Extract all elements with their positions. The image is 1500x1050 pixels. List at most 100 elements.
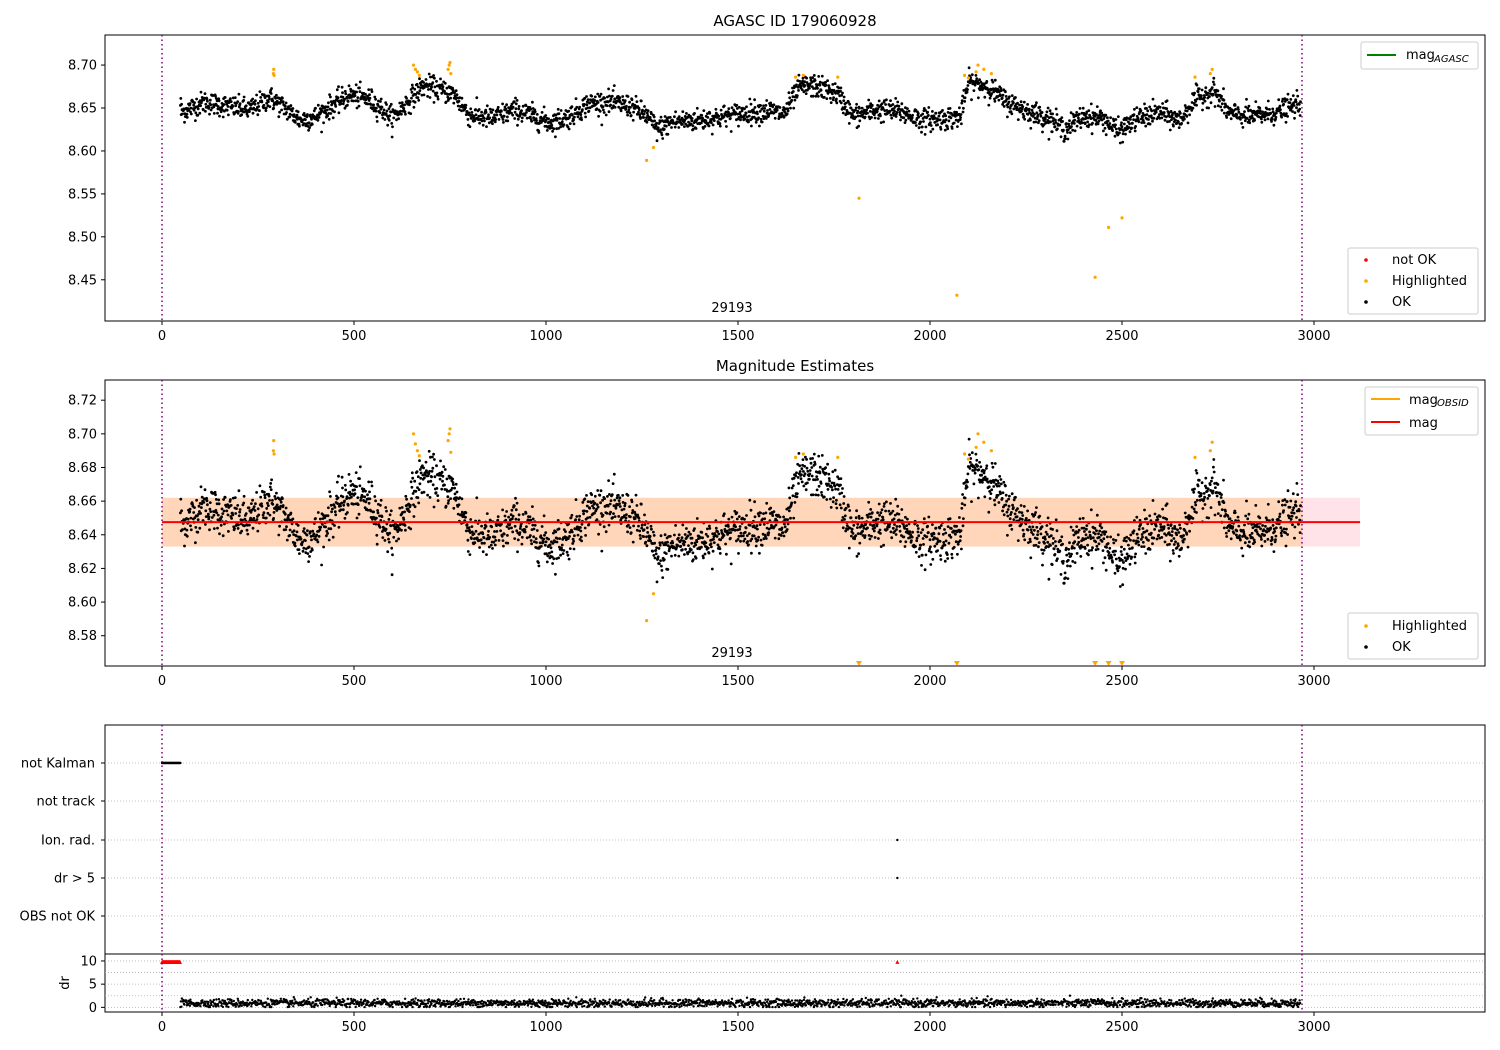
ok-point	[1006, 533, 1009, 537]
ok-point	[196, 518, 200, 522]
ok-point	[814, 94, 818, 98]
ok-point	[390, 122, 394, 125]
ok-point	[662, 558, 666, 561]
ok-point	[464, 515, 467, 519]
ok-point	[890, 536, 894, 540]
ok-point	[629, 531, 633, 535]
ok-point	[752, 534, 756, 538]
ok-point	[272, 511, 276, 514]
ok-point	[318, 517, 322, 521]
ok-point	[987, 485, 991, 489]
ok-point	[616, 493, 620, 497]
ok-point	[374, 97, 377, 101]
ok-point	[554, 135, 557, 139]
ok-point	[727, 517, 731, 521]
ok-point	[832, 481, 836, 485]
ok-point	[370, 480, 373, 484]
ok-point	[929, 130, 933, 134]
ok-point	[514, 496, 517, 500]
ok-point	[743, 530, 747, 534]
ok-point	[691, 124, 695, 128]
ok-point	[266, 501, 269, 505]
ok-point	[398, 527, 401, 531]
ok-point	[566, 537, 570, 540]
ok-point	[298, 552, 301, 555]
ok-point	[934, 111, 938, 115]
ok-point	[510, 517, 514, 521]
ok-point	[302, 112, 306, 115]
ok-point	[659, 534, 663, 538]
ok-point	[799, 477, 803, 481]
ok-point	[872, 523, 876, 527]
ok-point	[1075, 111, 1079, 114]
ok-point	[659, 559, 662, 562]
highlighted-point	[411, 63, 416, 67]
ok-point	[347, 84, 351, 88]
ok-point	[410, 90, 414, 94]
ok-point	[908, 530, 912, 534]
ok-point	[826, 462, 829, 466]
ok-point	[623, 504, 627, 508]
ok-point	[1144, 124, 1148, 128]
ok-point	[375, 533, 379, 537]
ok-point	[558, 545, 561, 549]
ok-point	[1173, 112, 1177, 115]
ok-point	[576, 533, 580, 537]
ok-point	[576, 115, 580, 119]
ok-point	[356, 96, 360, 99]
ok-point	[535, 119, 538, 122]
highlighted-point	[966, 76, 971, 80]
ok-point	[1232, 109, 1235, 113]
ok-point	[671, 541, 675, 545]
ok-point	[192, 108, 196, 112]
ok-point	[993, 462, 997, 465]
axes-frame-magnitude	[104, 379, 1486, 667]
ok-point	[804, 92, 808, 95]
ok-point	[955, 110, 958, 114]
ok-point	[571, 542, 575, 545]
ok-point	[764, 537, 768, 540]
ok-point	[1299, 100, 1302, 104]
highlighted-point	[976, 63, 980, 67]
ok-point	[795, 83, 798, 87]
ok-point	[458, 496, 462, 499]
ok-point	[593, 501, 597, 505]
ok-point	[1297, 109, 1300, 113]
ok-point	[826, 79, 829, 82]
ok-point	[1216, 104, 1220, 108]
ok-point	[710, 567, 714, 571]
ok-point	[757, 514, 761, 518]
ok-point	[754, 120, 758, 124]
ok-point	[274, 96, 277, 100]
ok-point	[208, 501, 212, 504]
ok-point	[283, 104, 287, 108]
ok-point	[307, 128, 310, 132]
ok-point	[862, 524, 865, 528]
ok-point	[359, 498, 363, 502]
ok-point	[1102, 117, 1106, 120]
ok-point	[1004, 503, 1008, 507]
ok-point	[588, 101, 592, 105]
ok-point	[408, 510, 411, 513]
ok-point	[1296, 94, 1300, 98]
ok-point	[513, 537, 517, 540]
ok-point	[600, 123, 604, 127]
ok-point	[866, 515, 870, 519]
ok-point	[1064, 122, 1068, 125]
ok-point	[756, 538, 760, 542]
ok-point	[1212, 80, 1215, 84]
ok-point	[416, 85, 420, 89]
ok-point	[544, 531, 548, 534]
ok-point	[735, 511, 739, 515]
ok-point	[595, 518, 599, 521]
ok-point	[570, 113, 574, 117]
ok-point	[905, 524, 908, 527]
ok-point	[635, 112, 639, 116]
ok-point	[825, 97, 829, 100]
ok-point	[374, 109, 378, 113]
ok-point	[583, 509, 586, 513]
ok-point	[1247, 104, 1251, 108]
ok-point	[302, 527, 306, 530]
ok-point	[216, 111, 219, 115]
ok-point	[450, 486, 454, 490]
